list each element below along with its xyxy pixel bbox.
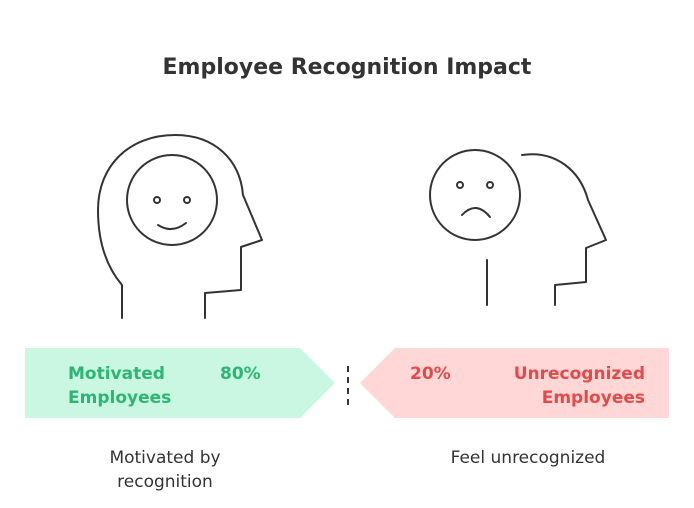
- frown: [461, 207, 491, 218]
- face: [126, 154, 218, 246]
- smile: [157, 222, 187, 230]
- title: Employee Recognition Impact: [163, 55, 532, 80]
- face: [429, 149, 521, 241]
- label: Motivated: [68, 364, 165, 384]
- eye: [183, 196, 191, 204]
- label: Unrecognized: [514, 364, 645, 384]
- caption: Motivated by: [109, 448, 220, 468]
- eye: [153, 196, 161, 204]
- label: Employees: [542, 388, 645, 408]
- percent: 80%: [220, 364, 261, 384]
- arrow-unrecognized: [360, 348, 669, 418]
- percent: 20%: [410, 364, 451, 384]
- head-outline: [97, 134, 263, 319]
- eye: [486, 181, 494, 189]
- eye: [456, 181, 464, 189]
- caption: recognition: [117, 472, 213, 492]
- label: Employees: [68, 388, 171, 408]
- arrow-motivated: [25, 348, 335, 418]
- head-outline: [521, 153, 607, 306]
- caption: Feel unrecognized: [451, 448, 606, 468]
